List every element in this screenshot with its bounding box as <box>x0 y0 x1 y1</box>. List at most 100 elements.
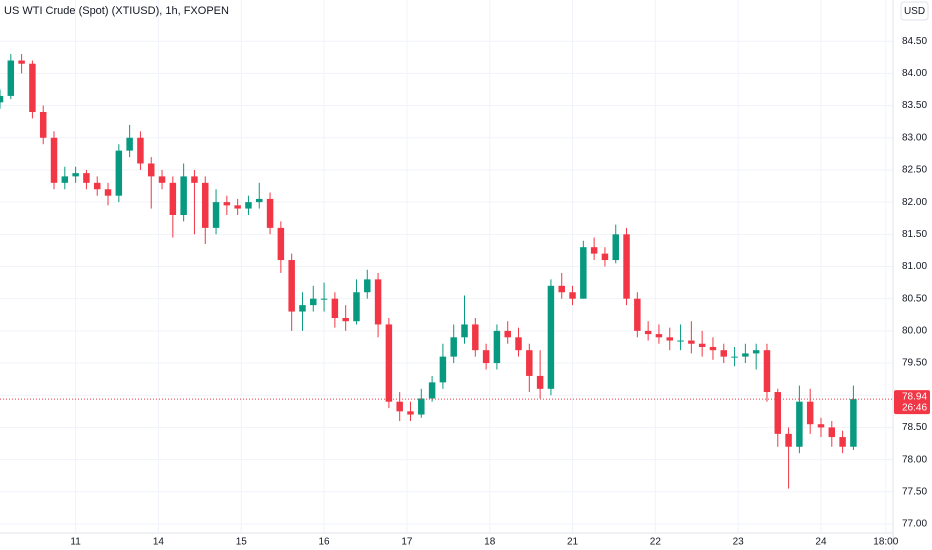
candle-body <box>461 324 468 338</box>
candle-body <box>763 350 771 393</box>
candle-body <box>634 298 641 331</box>
candle-body <box>147 163 155 177</box>
candle-body <box>731 356 738 358</box>
x-tick-label: 18 <box>484 537 496 548</box>
candle-body <box>558 285 565 293</box>
candle-body <box>7 60 15 96</box>
candle-body <box>83 173 90 183</box>
candle-body <box>407 411 414 415</box>
candle-body <box>137 137 144 164</box>
currency-label[interactable]: USD <box>904 6 925 17</box>
candle-body <box>256 198 263 203</box>
candle-body <box>428 382 436 399</box>
y-tick-label: 83.00 <box>902 132 927 143</box>
y-tick-label: 82.00 <box>902 197 927 208</box>
y-tick-label: 77.50 <box>902 486 927 497</box>
candle-body <box>374 279 382 325</box>
candle-body <box>342 317 349 322</box>
candle-body <box>828 427 836 438</box>
candle-body <box>158 176 166 183</box>
candle-body <box>50 137 58 183</box>
candle-body <box>515 337 522 351</box>
candle-body <box>774 392 782 434</box>
candle-body <box>526 350 533 376</box>
chart-title: US WTI Crude (Spot) (XTIUSD), 1h, FXOPEN <box>4 5 229 17</box>
candle-body <box>385 324 393 402</box>
candle-body <box>115 150 123 196</box>
candle-body <box>310 298 317 306</box>
y-tick-label: 77.00 <box>902 519 927 530</box>
price-tag-value: 78.94 <box>902 392 927 403</box>
candle-body <box>806 401 814 425</box>
candle-body <box>677 340 684 342</box>
candle-body <box>482 350 490 364</box>
x-tick-label: 21 <box>567 537 579 548</box>
price-tag-countdown: 26:46 <box>902 403 927 414</box>
candle-body <box>320 298 328 300</box>
candle-body <box>266 198 274 228</box>
candle-body <box>18 60 25 64</box>
candle-body <box>180 176 187 216</box>
candle-body <box>493 330 501 364</box>
y-tick-label: 84.50 <box>902 36 927 47</box>
candle-body <box>472 324 479 351</box>
currency-button[interactable] <box>900 1 929 21</box>
y-tick-label: 78.00 <box>902 454 927 465</box>
candle-body <box>590 247 598 254</box>
candle-body <box>234 205 241 209</box>
candle-body <box>61 176 69 183</box>
candle-body <box>612 234 619 261</box>
candle-body <box>580 247 587 299</box>
x-tick-label: 24 <box>815 537 827 548</box>
candle-body <box>212 202 220 228</box>
candle-body <box>353 292 360 322</box>
candle-body <box>504 330 511 338</box>
x-tick-label: 18:00 <box>873 537 898 548</box>
x-tick-label: 17 <box>401 537 413 548</box>
y-tick-label: 84.00 <box>902 68 927 79</box>
candle-body <box>450 337 457 357</box>
candle-body <box>202 182 209 228</box>
candle-body <box>245 202 252 209</box>
candle-body <box>0 95 4 103</box>
candle-body <box>536 375 544 389</box>
candle-body <box>29 63 36 113</box>
y-tick-label: 80.00 <box>902 326 927 337</box>
candle-body <box>223 202 231 206</box>
candle-body <box>39 112 47 138</box>
candle-body <box>666 337 673 341</box>
candle-body <box>72 173 79 177</box>
candle-body <box>169 182 177 216</box>
candle-body <box>817 424 825 428</box>
candle-body <box>299 305 306 312</box>
candle-body <box>644 330 652 335</box>
candle-body <box>752 350 760 354</box>
y-tick-label: 82.50 <box>902 165 927 176</box>
candle-body <box>698 343 706 347</box>
candle-body <box>742 353 749 357</box>
candle-body <box>688 340 695 344</box>
x-tick-label: 11 <box>70 537 81 548</box>
candle-body <box>569 292 576 299</box>
candle-body <box>709 346 717 351</box>
candle-body <box>93 182 101 190</box>
price-tag <box>894 390 930 415</box>
candle-body <box>623 234 630 299</box>
grid <box>0 0 893 533</box>
y-tick-label: 81.50 <box>902 229 927 240</box>
y-tick-label: 81.00 <box>902 261 927 272</box>
x-tick-label: 23 <box>733 537 745 548</box>
candle-body <box>796 401 803 447</box>
candle-body <box>601 253 609 261</box>
y-tick-label: 80.50 <box>902 293 927 304</box>
x-tick-label: 14 <box>153 537 165 548</box>
candle-body <box>785 433 792 447</box>
candle-body <box>364 279 371 293</box>
candle-body <box>126 137 133 151</box>
candles <box>0 54 857 489</box>
candle-body <box>104 189 112 196</box>
candle-body <box>331 298 339 318</box>
candle-body <box>439 356 447 383</box>
x-tick-label: 22 <box>650 537 662 548</box>
